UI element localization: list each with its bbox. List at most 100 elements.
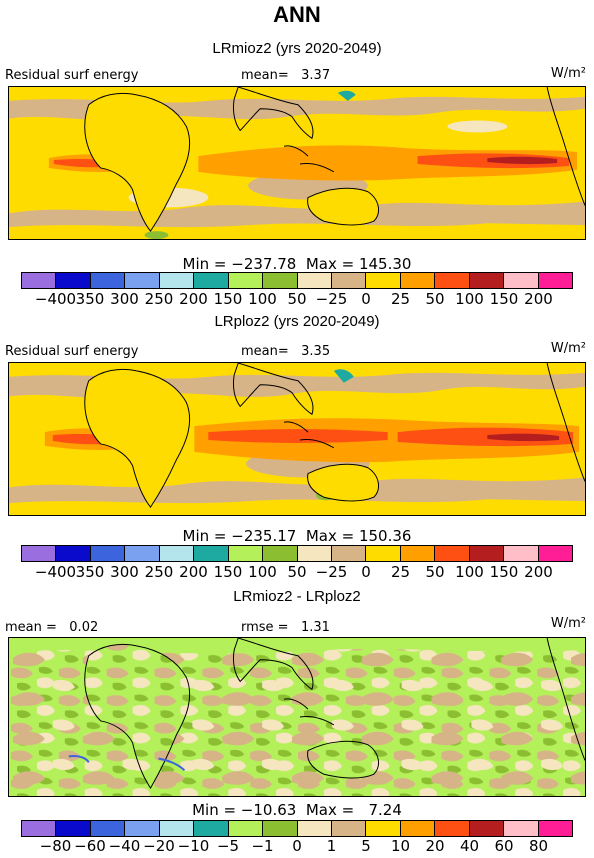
colorbar-tick-label: 150 (489, 563, 519, 581)
panel-2-minmax: Min = −235.17 Max = 150.36 (182, 527, 412, 545)
panel-2-units: W/m² (550, 341, 586, 356)
colorbar-tick-label: −60 (74, 837, 106, 855)
colorbar-tick-label: 25 (390, 563, 411, 581)
colorbar-tick-label: −80 (39, 837, 72, 855)
panel-2-title: LRploz2 (yrs 2020-2049) (214, 313, 380, 330)
colorbar-swatch (469, 821, 505, 836)
colorbar-swatch (228, 273, 264, 288)
colorbar-swatch (435, 546, 470, 561)
panel-2-colorbar-labels: −400 350 300 250 200 150 100 50 −25 0 25… (21, 563, 573, 581)
colorbar-tick-label: 350 (75, 290, 105, 308)
panel-3-mean-label: mean = 0.02 (5, 620, 99, 635)
colorbar-tick-label: 200 (179, 290, 208, 308)
panel-3-rmse-label: rmse = 1.31 (241, 620, 330, 635)
main-title: ANN (273, 2, 321, 27)
colorbar-swatch (228, 821, 264, 836)
colorbar-tick-label: 100 (248, 563, 277, 581)
colorbar-swatch (263, 546, 298, 561)
colorbar-swatch (538, 546, 572, 561)
colorbar-swatch (435, 273, 470, 288)
colorbar-tick-label: 5 (361, 837, 371, 855)
colorbar-swatch (366, 546, 401, 561)
colorbar-swatch (263, 821, 298, 836)
colorbar-tick-label: 50 (425, 563, 445, 581)
colorbar-tick-label: −40 (108, 837, 141, 855)
colorbar-tick-label: 0 (292, 837, 302, 855)
colorbar-tick-label: 25 (390, 290, 411, 308)
colorbar-tick-label: 100 (455, 563, 484, 581)
colorbar-tick-label: 200 (524, 290, 553, 308)
colorbar-tick-label: 250 (144, 290, 174, 308)
colorbar-swatch (469, 273, 505, 288)
colorbar-tick-label: 0 (361, 290, 371, 308)
colorbar-tick-label: 40 (459, 837, 480, 855)
colorbar-swatch (400, 546, 436, 561)
colorbar-tick-label: −20 (143, 837, 175, 855)
colorbar-swatch (366, 821, 401, 836)
colorbar-swatch (22, 273, 57, 288)
colorbar-tick-label: 100 (248, 290, 277, 308)
colorbar-swatch (90, 273, 126, 288)
colorbar-swatch (297, 273, 332, 288)
colorbar-tick-label: 100 (455, 290, 484, 308)
colorbar-tick-label: 80 (528, 837, 549, 855)
panel-3-title: LRmioz2 - LRploz2 (233, 588, 361, 605)
panel-1-title: LRmioz2 (yrs 2020-2049) (212, 40, 382, 57)
colorbar-swatch (194, 273, 229, 288)
panel-3-colorbar (21, 820, 573, 837)
colorbar-tick-label: −400 (34, 290, 77, 308)
colorbar-tick-label: 200 (524, 563, 553, 581)
panel-2-colorbar (21, 545, 573, 562)
colorbar-swatch (297, 821, 332, 836)
colorbar-tick-label: −25 (315, 563, 348, 581)
colorbar-tick-label: 150 (489, 290, 519, 308)
colorbar-swatch (400, 273, 436, 288)
panel-2-left-label: Residual surf energy (5, 344, 139, 359)
colorbar-swatch (331, 273, 367, 288)
colorbar-tick-label: 20 (425, 837, 445, 855)
colorbar-swatch (56, 546, 91, 561)
panel-2-mean-label: mean= 3.35 (241, 344, 331, 359)
colorbar-swatch (297, 546, 332, 561)
panel-1-map (8, 86, 586, 240)
colorbar-tick-label: 350 (75, 563, 105, 581)
colorbar-swatch (159, 821, 195, 836)
colorbar-swatch (504, 546, 539, 561)
panel-3-colorbar-labels: −80 −60 −40 −20 −10 −5 −1 0 1 5 10 20 40… (21, 837, 573, 855)
panel-3-map (8, 637, 586, 797)
panel-2-map (8, 362, 586, 516)
colorbar-swatch (504, 821, 539, 836)
colorbar-swatch (538, 273, 572, 288)
colorbar-tick-label: −400 (34, 563, 77, 581)
colorbar-swatch (125, 273, 160, 288)
colorbar-swatch (159, 546, 195, 561)
colorbar-swatch (56, 821, 91, 836)
colorbar-swatch (194, 546, 229, 561)
colorbar-swatch (56, 273, 91, 288)
colorbar-tick-label: 300 (110, 290, 139, 308)
colorbar-swatch (90, 821, 126, 836)
colorbar-tick-label: 50 (287, 563, 307, 581)
panel-3-units: W/m² (550, 616, 586, 631)
colorbar-tick-label: 50 (425, 290, 445, 308)
colorbar-tick-label: 150 (213, 563, 243, 581)
colorbar-tick-label: −5 (216, 837, 240, 855)
colorbar-tick-label: 200 (179, 563, 208, 581)
colorbar-swatch (538, 821, 572, 836)
colorbar-swatch (331, 546, 367, 561)
panel-1-mean-label: mean= 3.37 (241, 68, 331, 83)
colorbar-swatch (125, 546, 160, 561)
colorbar-swatch (22, 546, 57, 561)
colorbar-swatch (331, 821, 367, 836)
colorbar-swatch (22, 821, 57, 836)
colorbar-tick-label: 1 (326, 837, 337, 855)
panel-3-minmax: Min = −10.63 Max = 7.24 (192, 801, 402, 819)
colorbar-swatch (194, 821, 229, 836)
colorbar-tick-label: 50 (287, 290, 307, 308)
colorbar-swatch (400, 821, 436, 836)
colorbar-tick-label: 150 (213, 290, 243, 308)
colorbar-tick-label: 10 (390, 837, 411, 855)
panel-1-minmax: Min = −237.78 Max = 145.30 (182, 255, 412, 273)
colorbar-tick-label: 60 (494, 837, 514, 855)
panel-1-colorbar-labels: −400 350 300 250 200 150 100 50 −25 0 25… (21, 290, 573, 308)
